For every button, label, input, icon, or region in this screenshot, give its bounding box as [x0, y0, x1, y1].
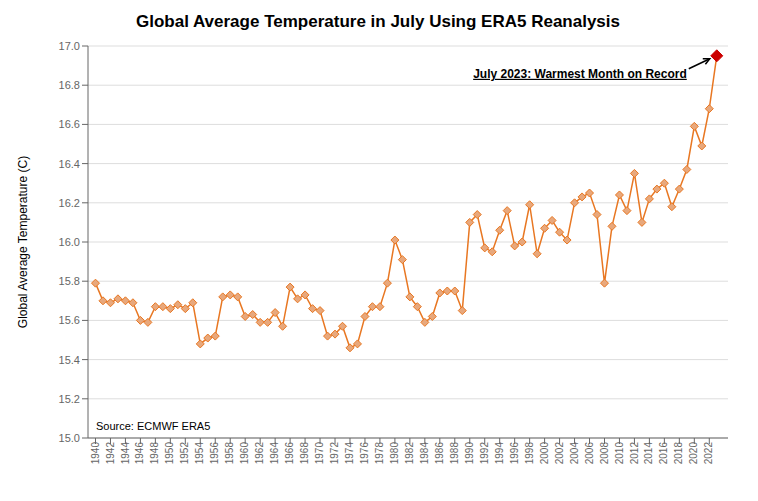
svg-text:17.0: 17.0	[59, 40, 80, 52]
svg-text:15.6: 15.6	[59, 314, 80, 326]
svg-text:15.0: 15.0	[59, 432, 80, 444]
svg-text:2000: 2000	[539, 442, 550, 465]
svg-text:1954: 1954	[194, 442, 205, 465]
svg-text:Global Average Temperature (C): Global Average Temperature (C)	[16, 156, 30, 328]
svg-text:2010: 2010	[614, 442, 625, 465]
svg-text:1976: 1976	[359, 442, 370, 465]
svg-text:2018: 2018	[673, 442, 684, 465]
svg-text:2022: 2022	[703, 442, 714, 465]
svg-text:2014: 2014	[644, 442, 655, 465]
svg-text:1962: 1962	[254, 442, 265, 465]
svg-text:1978: 1978	[374, 442, 385, 465]
svg-text:1964: 1964	[269, 442, 280, 465]
svg-text:16.6: 16.6	[59, 118, 80, 130]
svg-text:1974: 1974	[344, 442, 355, 465]
svg-text:1960: 1960	[239, 442, 250, 465]
svg-text:15.4: 15.4	[59, 354, 80, 366]
svg-text:1980: 1980	[389, 442, 400, 465]
svg-text:1940: 1940	[90, 442, 101, 465]
svg-text:2016: 2016	[658, 442, 669, 465]
svg-text:16.4: 16.4	[59, 158, 80, 170]
svg-text:1994: 1994	[494, 442, 505, 465]
svg-text:1992: 1992	[479, 442, 490, 465]
svg-text:1956: 1956	[209, 442, 220, 465]
svg-text:2020: 2020	[688, 442, 699, 465]
svg-text:1998: 1998	[524, 442, 535, 465]
svg-text:2004: 2004	[569, 442, 580, 465]
svg-text:1946: 1946	[134, 442, 145, 465]
svg-text:15.2: 15.2	[59, 393, 80, 405]
svg-text:2002: 2002	[554, 442, 565, 465]
svg-text:1952: 1952	[179, 442, 190, 465]
svg-text:1970: 1970	[314, 442, 325, 465]
svg-text:1988: 1988	[449, 442, 460, 465]
svg-text:2008: 2008	[599, 442, 610, 465]
svg-text:1996: 1996	[509, 442, 520, 465]
svg-text:1984: 1984	[419, 442, 430, 465]
svg-text:15.8: 15.8	[59, 275, 80, 287]
svg-text:16.8: 16.8	[59, 79, 80, 91]
svg-text:1942: 1942	[105, 442, 116, 465]
svg-text:1958: 1958	[224, 442, 235, 465]
svg-text:1990: 1990	[464, 442, 475, 465]
svg-text:16.2: 16.2	[59, 197, 80, 209]
svg-text:1968: 1968	[299, 442, 310, 465]
svg-text:1948: 1948	[149, 442, 160, 465]
svg-text:Source: ECMWF ERA5: Source: ECMWF ERA5	[96, 420, 210, 432]
svg-text:2012: 2012	[629, 442, 640, 465]
svg-text:1944: 1944	[120, 442, 131, 465]
svg-text:1986: 1986	[434, 442, 445, 465]
svg-text:16.0: 16.0	[59, 236, 80, 248]
svg-text:1950: 1950	[164, 442, 175, 465]
svg-text:1966: 1966	[284, 442, 295, 465]
html-text:Global Average Temperature in: Global Average Temperature in July Using…	[136, 12, 620, 31]
svg-text:July 2023: Warmest Month on Re: July 2023: Warmest Month on Record	[473, 67, 687, 81]
svg-text:1972: 1972	[329, 442, 340, 465]
svg-text:1982: 1982	[404, 442, 415, 465]
svg-text:2006: 2006	[584, 442, 595, 465]
